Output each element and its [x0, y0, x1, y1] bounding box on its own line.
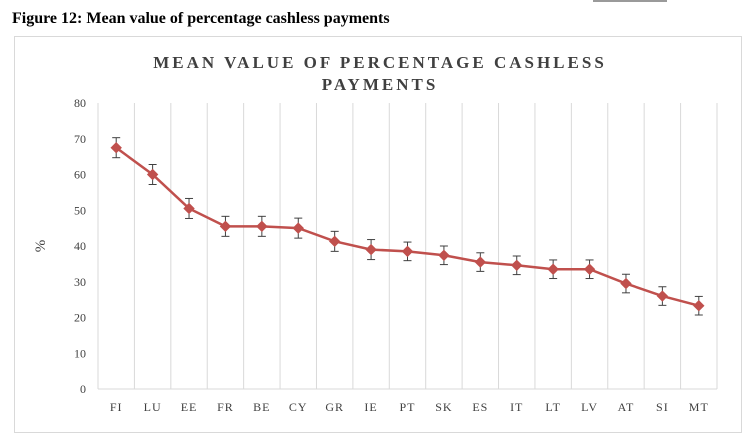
x-tick-label: MT: [689, 400, 709, 414]
data-point: [292, 222, 304, 234]
data-point: [401, 245, 414, 258]
x-tick-label: FR: [217, 400, 234, 414]
top-rule: [593, 0, 667, 2]
y-tick-label: 20: [74, 311, 86, 325]
chart-title-line-2: PAYMENTS: [321, 75, 439, 94]
x-tick-label: LU: [144, 400, 162, 414]
x-tick-label: GR: [325, 400, 344, 414]
x-tick-label: ES: [472, 400, 488, 414]
data-point: [219, 220, 232, 233]
y-tick-label: 0: [80, 382, 86, 396]
x-tick-label: CY: [289, 400, 308, 414]
y-tick-label: 60: [74, 168, 86, 182]
x-tick-label: PT: [399, 400, 415, 414]
data-point: [583, 263, 596, 275]
x-tick-label: LV: [581, 400, 598, 414]
y-tick-label: 30: [74, 275, 86, 289]
data-point: [511, 259, 523, 272]
x-tick-label: LT: [545, 400, 561, 414]
y-tick-label: 80: [74, 96, 86, 110]
data-point: [656, 290, 669, 302]
data-point: [183, 202, 195, 215]
x-tick-labels: FI LU EE FR BE CY GR IE PT SK ES IT LT LV AT SI MT: [110, 400, 709, 414]
y-tick-label: 50: [74, 203, 86, 217]
figure-caption: Figure 12: Mean value of percentage cash…: [12, 10, 390, 27]
x-tick-label: BE: [253, 400, 270, 414]
data-point: [146, 168, 159, 181]
x-tick-label: IE: [364, 400, 377, 414]
data-point: [256, 220, 268, 233]
x-tick-label: SK: [435, 400, 452, 414]
x-tick-label: IT: [510, 400, 523, 414]
chart-frame: [14, 36, 742, 433]
data-point: [438, 249, 450, 262]
data-point: [620, 277, 632, 290]
chart-title-line-1: MEAN VALUE OF PERCENTAGE CASHLESS: [153, 53, 607, 72]
chart-title: MEAN VALUE OF PERCENTAGE CASHLESS PAYMEN…: [0, 52, 745, 96]
data-point: [365, 243, 377, 256]
data-markers: [110, 141, 705, 312]
data-point: [328, 235, 341, 248]
x-tick-label: SI: [656, 400, 669, 414]
y-tick-label: 40: [74, 239, 86, 253]
x-tick-label: EE: [181, 400, 198, 414]
y-tick-labels: 0 10 20 30 40 50 60 70 80: [74, 96, 86, 396]
x-tick-label: FI: [110, 400, 123, 414]
data-point: [110, 141, 122, 154]
data-point: [547, 263, 559, 275]
data-point: [474, 256, 487, 268]
grid-lines: [97, 103, 718, 390]
y-tick-label: 70: [74, 132, 86, 146]
error-bars: [112, 137, 703, 316]
x-tick-label: AT: [618, 400, 635, 414]
y-tick-label: 10: [74, 346, 86, 360]
series-line: [115, 146, 700, 307]
data-point: [693, 299, 705, 312]
y-axis-label: %: [33, 240, 49, 253]
